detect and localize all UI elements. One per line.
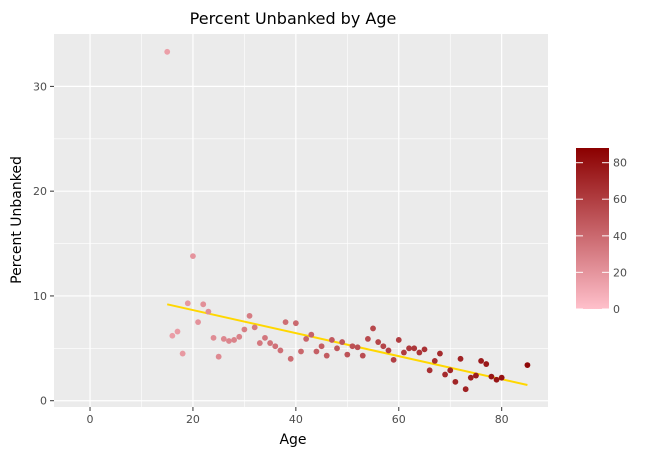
data-point [231, 337, 238, 343]
data-point [190, 253, 196, 260]
y-axis-label: Percent Unbanked [9, 156, 25, 284]
data-point [277, 347, 284, 354]
colorbar-ticks: 0 20 40 60 80 [576, 157, 627, 316]
data-point [385, 347, 392, 354]
y-tick-label: 0 [40, 395, 47, 408]
data-point [462, 386, 469, 393]
data-point [328, 337, 335, 343]
colorbar-tick-label: 20 [613, 266, 627, 279]
data-point [303, 335, 310, 342]
y-tick-label: 20 [33, 185, 47, 198]
colorbar-tick-label: 40 [613, 230, 627, 243]
data-point [457, 355, 464, 362]
data-point [364, 335, 371, 342]
y-axis-ticks: 0 10 20 30 [33, 80, 54, 408]
x-tick-label: 0 [87, 413, 94, 426]
data-point [473, 372, 479, 379]
data-point [421, 346, 428, 353]
x-axis-ticks: 0 20 40 60 80 [87, 407, 509, 426]
data-point [262, 334, 268, 341]
data-point [241, 326, 248, 333]
data-point [267, 340, 274, 346]
data-point [375, 339, 382, 345]
data-point [406, 345, 412, 352]
data-point [411, 345, 418, 352]
data-point [401, 349, 407, 356]
chart-title: Percent Unbanked by Age [190, 9, 397, 28]
data-point [210, 334, 217, 341]
data-point [308, 331, 315, 338]
data-point [524, 362, 531, 368]
data-point [447, 367, 454, 374]
x-tick-label: 20 [186, 413, 200, 426]
data-point [493, 376, 500, 383]
data-point [467, 374, 474, 381]
data-point [318, 343, 325, 350]
data-point [184, 300, 191, 307]
x-tick-label: 40 [289, 413, 303, 426]
data-point [349, 343, 356, 350]
data-point [354, 344, 361, 351]
x-tick-label: 60 [392, 413, 406, 426]
colorbar-tick-label: 80 [613, 157, 627, 170]
data-point [272, 343, 279, 350]
data-point [380, 343, 387, 350]
data-point [220, 335, 227, 342]
data-point [483, 361, 490, 367]
data-point [344, 351, 351, 358]
data-point [334, 345, 340, 352]
data-point [205, 308, 212, 315]
plot-panel [54, 34, 548, 407]
data-point [292, 320, 299, 327]
x-axis-label: Age [279, 432, 306, 448]
data-point [370, 325, 376, 332]
data-point [359, 352, 366, 359]
data-point [256, 340, 263, 346]
data-point [195, 319, 201, 326]
data-point [287, 355, 294, 362]
colorbar-tick-label: 0 [613, 303, 620, 316]
gridlines [54, 34, 548, 407]
colorbar-tick-label: 60 [613, 193, 627, 206]
data-point [298, 348, 304, 355]
data-point [339, 339, 346, 345]
data-point [282, 319, 289, 326]
data-point [498, 374, 505, 381]
data-point [179, 350, 186, 357]
data-point [246, 312, 253, 319]
data-point [226, 338, 232, 344]
y-tick-label: 10 [33, 290, 47, 303]
data-point [452, 378, 459, 385]
data-point [395, 337, 402, 343]
colorbar-gradient [576, 148, 609, 309]
data-point [390, 356, 397, 363]
data-point [488, 373, 495, 380]
data-point [200, 301, 207, 308]
x-tick-label: 80 [495, 413, 509, 426]
data-point [323, 352, 330, 359]
data-point [215, 353, 222, 360]
trend-line-segment [166, 303, 528, 386]
data-point [313, 348, 320, 355]
data-point [236, 333, 243, 340]
y-tick-label: 30 [33, 80, 47, 93]
data-point [431, 357, 438, 364]
trend-line [166, 303, 528, 386]
data-points [164, 48, 531, 393]
data-point [416, 349, 423, 356]
data-point [174, 328, 181, 335]
data-point [478, 357, 485, 364]
colorbar-legend: 0 20 40 60 80 [576, 148, 627, 316]
data-point [442, 371, 448, 378]
data-point [169, 332, 176, 339]
data-point [437, 350, 443, 357]
data-point [251, 324, 258, 331]
data-point [426, 367, 433, 374]
data-point [164, 48, 171, 55]
